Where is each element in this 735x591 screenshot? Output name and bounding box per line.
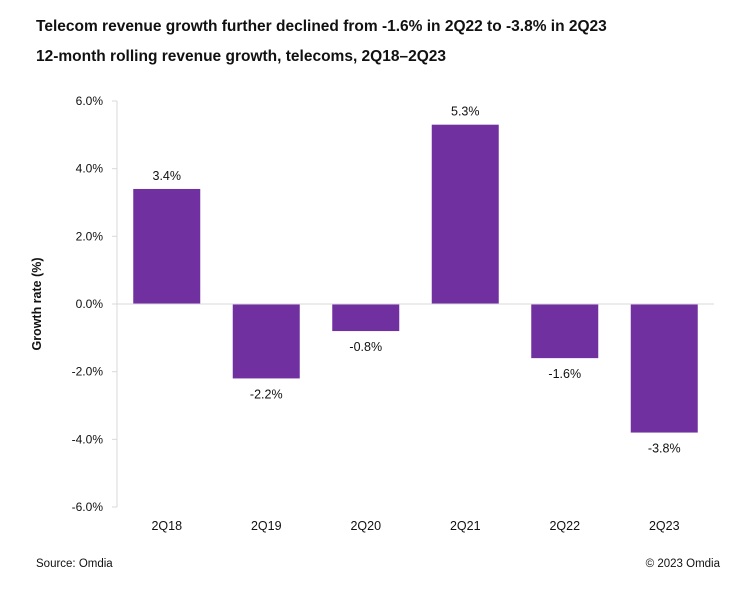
chart-subtitle: 12-month rolling revenue growth, telecom… bbox=[36, 48, 447, 65]
data-label: -2.2% bbox=[250, 387, 283, 401]
x-tick-label: 2Q23 bbox=[649, 519, 680, 533]
y-tick-label: -2.0% bbox=[72, 365, 104, 379]
source-note: Source: Omdia bbox=[36, 558, 113, 570]
x-tick-label: 2Q20 bbox=[350, 519, 381, 533]
y-tick-label: 2.0% bbox=[76, 229, 104, 243]
data-label: -1.6% bbox=[548, 367, 581, 381]
copyright-note: © 2023 Omdia bbox=[645, 558, 720, 570]
y-tick-label: 6.0% bbox=[76, 94, 104, 108]
chart-title: Telecom revenue growth further declined … bbox=[36, 18, 607, 35]
bar bbox=[332, 304, 400, 332]
x-tick-label: 2Q21 bbox=[450, 519, 481, 533]
y-tick-label: 4.0% bbox=[76, 162, 104, 176]
bar bbox=[232, 304, 300, 379]
x-tick-label: 2Q19 bbox=[251, 519, 282, 533]
data-label: -0.8% bbox=[349, 340, 382, 354]
y-tick-label: -6.0% bbox=[72, 500, 104, 514]
y-axis-label: Growth rate (%) bbox=[30, 257, 44, 350]
data-label: 3.4% bbox=[153, 169, 182, 183]
x-tick-label: 2Q22 bbox=[549, 519, 580, 533]
y-tick-label: 0.0% bbox=[76, 297, 104, 311]
bar bbox=[531, 304, 599, 359]
data-label: 5.3% bbox=[451, 105, 480, 119]
bar bbox=[630, 304, 698, 433]
data-label: -3.8% bbox=[648, 442, 681, 456]
bar bbox=[133, 188, 201, 304]
y-tick-label: -4.0% bbox=[72, 432, 104, 446]
bar bbox=[431, 124, 499, 304]
x-tick-label: 2Q18 bbox=[151, 519, 182, 533]
